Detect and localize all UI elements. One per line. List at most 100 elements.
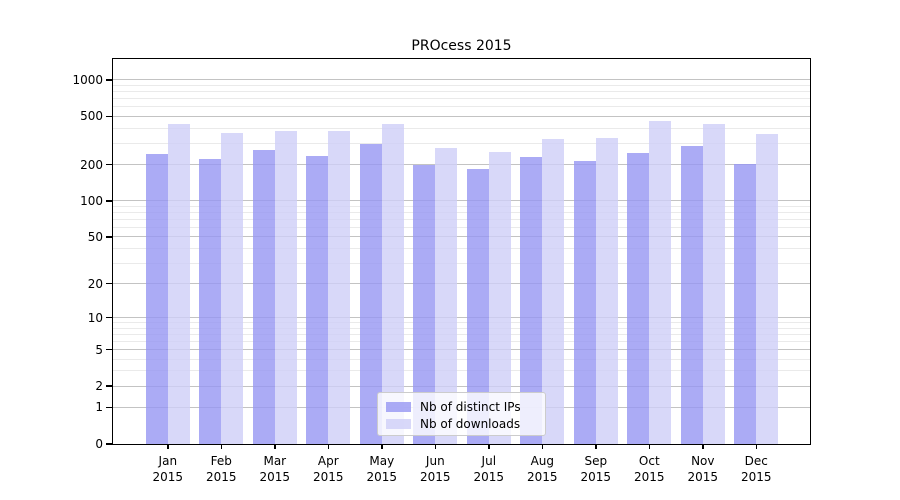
x-axis-label-month: Mar <box>263 454 287 468</box>
legend-swatch-distinct-ips <box>386 401 411 412</box>
x-axis-label-month: Feb <box>210 454 232 468</box>
x-axis-label-year: 2015 <box>741 470 772 484</box>
y-axis-tick <box>106 348 112 351</box>
gridline-minor <box>113 127 810 129</box>
bar-feb-ips <box>199 158 222 444</box>
y-axis-label: 200 <box>80 157 103 172</box>
chart-title: PROcess 2015 <box>411 38 512 54</box>
x-axis-label-year: 2015 <box>634 470 665 484</box>
x-axis-label-year: 2015 <box>473 470 505 484</box>
x-axis-label-year: 2015 <box>259 470 291 484</box>
x-axis-tick <box>595 444 597 449</box>
gridline-minor <box>113 327 810 329</box>
y-axis-tick <box>106 163 112 166</box>
bar-jan-ips <box>145 153 168 444</box>
y-axis-label: 10 <box>87 310 103 325</box>
x-axis-tick <box>488 444 490 449</box>
bar-jul-downloads <box>488 151 511 444</box>
gridline-major <box>113 200 810 202</box>
x-axis-label-month: Nov <box>691 454 715 468</box>
legend-label-distinct-ips: Nb of distinct IPs <box>420 399 521 414</box>
bar-apr-ips <box>306 155 329 444</box>
gridline-major <box>113 236 810 238</box>
x-axis-label-year: 2015 <box>527 470 558 484</box>
bar-aug-ips <box>520 157 543 444</box>
y-axis-tick <box>106 282 112 285</box>
gridline-major <box>113 349 810 351</box>
y-axis-tick <box>106 236 112 238</box>
bar-may-downloads <box>381 124 404 444</box>
y-axis-tick <box>106 385 112 387</box>
x-axis-label-year: 2015 <box>420 470 451 484</box>
gridline-minor <box>113 84 810 86</box>
y-axis-tick <box>106 316 112 319</box>
gridline-minor <box>113 205 810 207</box>
x-axis-tick <box>274 444 276 449</box>
x-axis-label-month: Jan <box>158 454 178 468</box>
bar-dec-ips <box>734 163 757 444</box>
legend-swatch-downloads <box>386 418 411 429</box>
gridline-minor <box>113 333 810 335</box>
bar-sep-downloads <box>595 138 618 444</box>
y-axis-label: 500 <box>80 109 103 124</box>
x-axis-tick <box>648 444 651 449</box>
bar-dec-downloads <box>756 133 779 444</box>
gridline-minor <box>113 106 810 108</box>
bar-nov-ips <box>680 145 703 444</box>
x-axis-tick <box>541 444 544 449</box>
bar-feb-downloads <box>221 132 244 444</box>
gridline-major <box>113 317 810 319</box>
bar-jul-ips <box>466 169 489 444</box>
gridline-minor <box>113 211 810 213</box>
y-axis-label: 1000 <box>72 72 103 87</box>
legend: Nb of distinct IPs Nb of downloads <box>377 392 546 436</box>
y-axis-tick <box>106 406 112 409</box>
bar-nov-downloads <box>702 124 725 444</box>
gridline-minor <box>113 91 810 93</box>
y-axis-label: 5 <box>95 342 103 357</box>
bar-aug-downloads <box>542 138 565 444</box>
x-axis-label-year: 2015 <box>152 470 184 484</box>
bar-jan-downloads <box>167 123 190 444</box>
x-axis-tick <box>702 444 704 449</box>
y-axis-tick <box>106 200 112 202</box>
gridline-minor <box>113 218 810 220</box>
gridline-minor <box>113 358 810 360</box>
gridline-minor <box>113 98 810 100</box>
y-axis-label: 2 <box>95 379 103 394</box>
x-axis-label-month: Sep <box>584 454 608 468</box>
bar-oct-ips <box>627 152 650 444</box>
x-axis-tick <box>381 444 383 449</box>
gridline-major <box>113 164 810 166</box>
x-axis-tick <box>327 444 330 449</box>
x-axis-tick <box>167 444 169 449</box>
gridline-minor <box>113 262 810 264</box>
x-axis-label-month: Apr <box>317 454 339 468</box>
y-axis-label: 1 <box>95 400 103 415</box>
bar-apr-downloads <box>328 131 351 444</box>
gridline-minor <box>113 226 810 228</box>
gridline-major <box>113 385 810 387</box>
gridline-minor <box>113 370 810 372</box>
gridline-minor <box>113 322 810 324</box>
gridline-major <box>113 115 810 117</box>
y-axis-label: 100 <box>80 193 103 208</box>
y-axis-label: 50 <box>87 229 103 244</box>
gridline-major <box>113 79 810 81</box>
x-axis-label-year: 2015 <box>313 470 344 484</box>
bar-may-ips <box>359 143 382 444</box>
bar-jun-downloads <box>435 148 458 444</box>
legend-item-downloads: Nb of downloads <box>386 415 537 432</box>
bar-mar-downloads <box>274 130 297 444</box>
y-axis-tick <box>106 79 112 81</box>
y-axis-label: 20 <box>87 276 103 291</box>
x-axis-label-month: Jun <box>425 454 445 468</box>
y-axis-label: 0 <box>95 437 103 451</box>
x-axis-label-month: Oct <box>638 454 660 468</box>
bar-oct-downloads <box>649 120 672 444</box>
plot-area <box>113 59 810 444</box>
gridline-major <box>113 283 810 285</box>
x-axis-label-month: Dec <box>744 454 768 468</box>
legend-item-distinct-ips: Nb of distinct IPs <box>386 398 537 415</box>
